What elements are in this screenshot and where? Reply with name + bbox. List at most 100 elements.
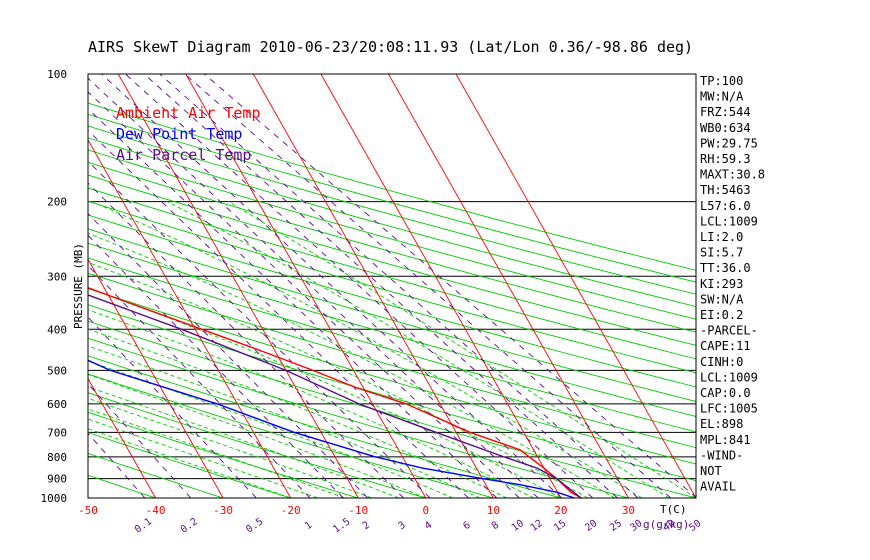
- isotherm: [88, 139, 292, 498]
- dry-adiabat: [88, 272, 696, 449]
- legend-dew-point-temp: Dew Point Temp: [116, 125, 242, 143]
- isotherm: [388, 74, 629, 498]
- dry-adiabat: [88, 200, 696, 374]
- mixing-ratio-tick: 4: [423, 520, 434, 532]
- index-item: AVAIL: [700, 480, 736, 494]
- dry-adiabat: [88, 187, 696, 360]
- index-item: MW:N/A: [700, 90, 744, 104]
- index-item: MAXT:30.8: [700, 168, 765, 182]
- mixing-ratio-line: [184, 74, 672, 498]
- pressure-tick-700: 700: [47, 426, 67, 439]
- isotherm: [185, 74, 427, 498]
- pressure-tick-labels: 100 200 300 400 500 600 700 800 900 1000: [41, 68, 68, 505]
- index-item: LFC:1005: [700, 402, 758, 416]
- legend-ambient-air-temp: Ambient Air Temp: [116, 104, 261, 122]
- index-item: TH:5463: [700, 183, 751, 197]
- index-item: FRZ:544: [700, 105, 751, 119]
- moist-adiabat: [167, 201, 670, 498]
- mixing-ratio-tick: 50: [687, 518, 703, 534]
- mixing-ratio-line: [88, 265, 311, 498]
- isotherm: [252, 74, 494, 498]
- dry-adiabat: [88, 320, 696, 498]
- index-item: MPL:841: [700, 433, 751, 447]
- index-item: TT:36.0: [700, 261, 751, 275]
- mixing-ratio-tick: 0.5: [244, 516, 265, 535]
- series-ambient-air-temp: [88, 286, 582, 498]
- index-item: LCL:1009: [700, 370, 758, 384]
- index-item: CINH:0: [700, 355, 743, 369]
- moist-adiabat: [88, 232, 616, 498]
- dry-adiabat: [88, 337, 629, 498]
- bottom-temp-tick: 0: [422, 504, 429, 517]
- mixing-ratio-line: [125, 74, 594, 498]
- sounding-profiles: [88, 286, 582, 498]
- bottom-temp-tick: -50: [78, 504, 98, 517]
- mixing-ratio-line: [143, 74, 618, 498]
- dry-adiabat: [88, 113, 696, 283]
- moist-adiabat: [228, 201, 696, 498]
- pressure-tick-900: 900: [47, 473, 67, 486]
- dry-adiabat: [0, 74, 20, 498]
- mixing-ratio-tick: 1: [303, 520, 314, 532]
- bottom-temp-tick: -10: [348, 504, 368, 517]
- mixing-ratio-line: [88, 77, 539, 498]
- mixing-ratio-line: [88, 213, 369, 498]
- mixing-ratio-tick: 10: [510, 518, 526, 534]
- pressure-tick-600: 600: [47, 398, 67, 411]
- mixing-ratio-line: [159, 74, 639, 498]
- isotherm: [88, 258, 224, 498]
- legend-air-parcel-temp: Air Parcel Temp: [116, 146, 251, 164]
- dry-adiabat: [88, 452, 224, 498]
- moist-adiabat: [88, 428, 291, 498]
- pressure-tick-200: 200: [47, 196, 67, 209]
- index-item: CAPE:11: [700, 339, 751, 353]
- moist-adiabat: [88, 374, 426, 498]
- bottom-temp-tick: 10: [487, 504, 500, 517]
- index-item: KI:293: [700, 277, 743, 291]
- dry-adiabat: [88, 214, 696, 388]
- dry-adiabat: [88, 431, 291, 498]
- pressure-tick-500: 500: [47, 364, 67, 377]
- dry-adiabat: [88, 125, 696, 295]
- index-item: LI:2.0: [700, 230, 743, 244]
- series-air-parcel-temp: [88, 294, 582, 498]
- mixing-ratio-tick: 3: [397, 520, 408, 532]
- mixing-ratio-tick: 0.1: [133, 516, 154, 535]
- dry-adiabat: [88, 149, 696, 320]
- mixing-ratio-tick: 12: [529, 518, 545, 534]
- index-item: CAP:0.0: [700, 386, 751, 400]
- dry-adiabat: [88, 102, 696, 271]
- legend: Ambient Air Temp Dew Point Temp Air Parc…: [116, 104, 261, 164]
- moist-adiabat: [88, 418, 318, 498]
- plot-frame: [87, 73, 697, 499]
- bottom-temp-tick: 20: [554, 504, 567, 517]
- moist-adiabat: [91, 201, 643, 498]
- mixing-ratio-tick: 1.5: [331, 516, 352, 535]
- dry-adiabat: [88, 355, 562, 498]
- index-item: SW:N/A: [700, 292, 744, 306]
- dry-adiabat: [88, 288, 696, 465]
- mixing-ratio-tick: 25: [608, 518, 624, 534]
- mixing-ratio-line: [88, 129, 469, 498]
- pressure-tick-300: 300: [47, 270, 67, 283]
- isotherm: [0, 74, 20, 498]
- mixing-ratio-tick: 8: [490, 520, 501, 532]
- index-item: L57:6.0: [700, 199, 751, 213]
- y-axis-label: PRESSURE (MB): [72, 243, 85, 329]
- mixing-ratio-tick: 0.2: [179, 516, 200, 535]
- series-dew-point-temp: [88, 359, 575, 498]
- bottom-temp-tick: 30: [622, 504, 635, 517]
- index-item: WB0:634: [700, 121, 751, 135]
- bottom-temperature-tick-labels: -50 -40 -30 -20 -10 0 10 20 30: [78, 504, 635, 517]
- dry-adiabat: [88, 228, 696, 402]
- index-item: EI:0.2: [700, 308, 743, 322]
- index-item: RH:59.3: [700, 152, 751, 166]
- mixing-ratio-tick-labels: 0.1 0.2 0.5 1 1.5 2 3 4 6 8 10 12 15 20 25 30 40 50: [133, 516, 704, 535]
- isotherm: [88, 377, 156, 498]
- isotherm: [320, 74, 562, 498]
- moist-adiabat: [88, 345, 480, 498]
- moist-adiabat: [88, 408, 345, 498]
- index-item: TP:100: [700, 74, 743, 88]
